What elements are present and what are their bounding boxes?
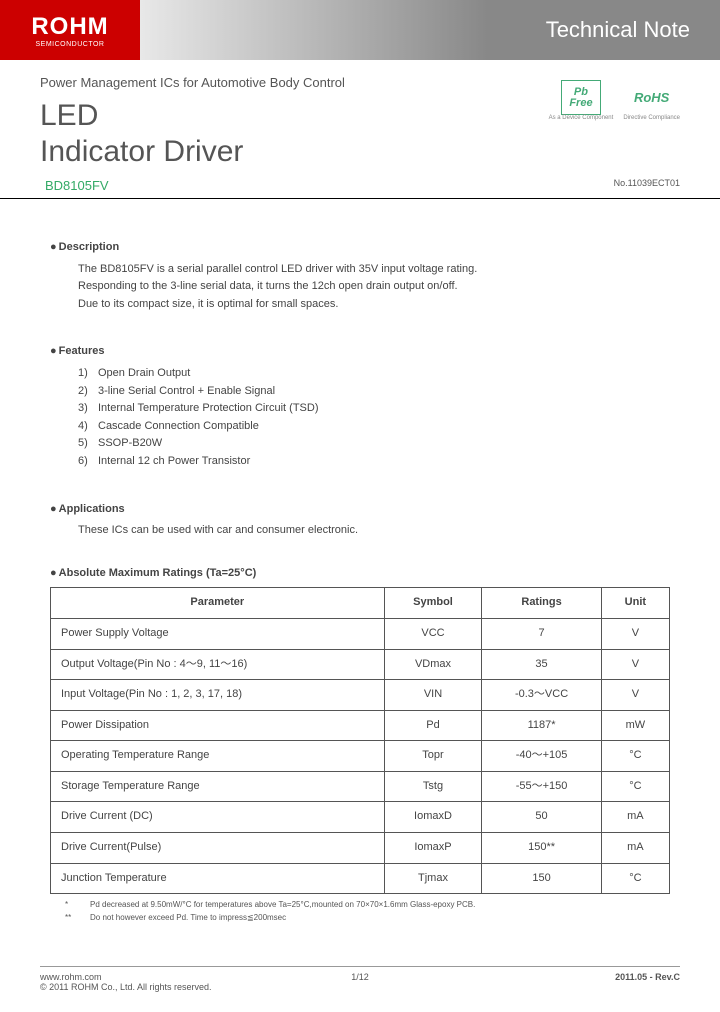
ratings-row: Power DissipationPd1187*mW bbox=[51, 710, 670, 741]
description-head: Description bbox=[50, 239, 670, 257]
ratings-row: Input Voltage(Pin No : 1, 2, 3, 17, 18)V… bbox=[51, 680, 670, 711]
title-section: Power Management ICs for Automotive Body… bbox=[0, 75, 720, 170]
ratings-row: Storage Temperature RangeTstg-55～+150°C bbox=[51, 771, 670, 802]
description-line: Responding to the 3-line serial data, it… bbox=[78, 278, 670, 296]
feature-item: 6)Internal 12 ch Power Transistor bbox=[78, 453, 670, 471]
ratings-row: Junction TemperatureTjmax150°C bbox=[51, 863, 670, 894]
logo-box: ROHM SEMICONDUCTOR bbox=[0, 0, 140, 60]
badges: Pb Free As a Device Component RoHS Direc… bbox=[549, 80, 680, 121]
description-line: Due to its compact size, it is optimal f… bbox=[78, 296, 670, 314]
header-right: Technical Note bbox=[140, 0, 720, 60]
feature-item: 4)Cascade Connection Compatible bbox=[78, 418, 670, 436]
footer-revision: 2011.05 - Rev.C bbox=[615, 972, 680, 992]
footnotes: *Pd decreased at 9.50mW/°C for temperatu… bbox=[50, 899, 670, 925]
logo-text: ROHM bbox=[31, 13, 108, 41]
footer-page: 1/12 bbox=[351, 972, 369, 982]
pb-free-badge: Pb Free As a Device Component bbox=[549, 80, 614, 121]
footer-copyright: © 2011 ROHM Co., Ltd. All rights reserve… bbox=[40, 982, 212, 992]
ratings-col-header: Ratings bbox=[482, 588, 601, 619]
content-body: Description The BD8105FV is a serial par… bbox=[0, 199, 720, 925]
part-row: BD8105FV No.11039ECT01 bbox=[0, 178, 720, 199]
main-title-2: Indicator Driver bbox=[40, 134, 680, 170]
ratings-row: Operating Temperature RangeTopr-40～+105°… bbox=[51, 741, 670, 772]
footer-url: www.rohm.com bbox=[40, 972, 212, 982]
description-line: The BD8105FV is a serial parallel contro… bbox=[78, 261, 670, 279]
ratings-col-header: Parameter bbox=[51, 588, 385, 619]
ratings-table: ParameterSymbolRatingsUnit Power Supply … bbox=[50, 587, 670, 894]
ratings-col-header: Symbol bbox=[384, 588, 482, 619]
ratings-row: Output Voltage(Pin No : 4～9, 11～16)VDmax… bbox=[51, 649, 670, 680]
footer: www.rohm.com © 2011 ROHM Co., Ltd. All r… bbox=[40, 966, 680, 992]
feature-list: 1)Open Drain Output2)3-line Serial Contr… bbox=[50, 365, 670, 471]
ratings-row: Drive Current(Pulse)IomaxP150**mA bbox=[51, 833, 670, 864]
ratings-row: Power Supply VoltageVCC7V bbox=[51, 618, 670, 649]
header-title: Technical Note bbox=[546, 17, 690, 43]
ratings-col-header: Unit bbox=[601, 588, 669, 619]
doc-number: No.11039ECT01 bbox=[614, 178, 680, 193]
features-head: Features bbox=[50, 343, 670, 361]
header-bar: ROHM SEMICONDUCTOR Technical Note bbox=[0, 0, 720, 60]
ratings-head: Absolute Maximum Ratings (Ta=25°C) bbox=[50, 565, 670, 583]
feature-item: 3)Internal Temperature Protection Circui… bbox=[78, 400, 670, 418]
logo-subtext: SEMICONDUCTOR bbox=[36, 41, 105, 48]
applications-text: These ICs can be used with car and consu… bbox=[50, 522, 670, 540]
part-number: BD8105FV bbox=[45, 178, 109, 193]
feature-item: 1)Open Drain Output bbox=[78, 365, 670, 383]
rohs-badge: RoHS Directive Compliance bbox=[623, 80, 680, 121]
feature-item: 5)SSOP-B20W bbox=[78, 435, 670, 453]
applications-head: Applications bbox=[50, 501, 670, 519]
feature-item: 2)3-line Serial Control + Enable Signal bbox=[78, 383, 670, 401]
ratings-row: Drive Current (DC)IomaxD50mA bbox=[51, 802, 670, 833]
